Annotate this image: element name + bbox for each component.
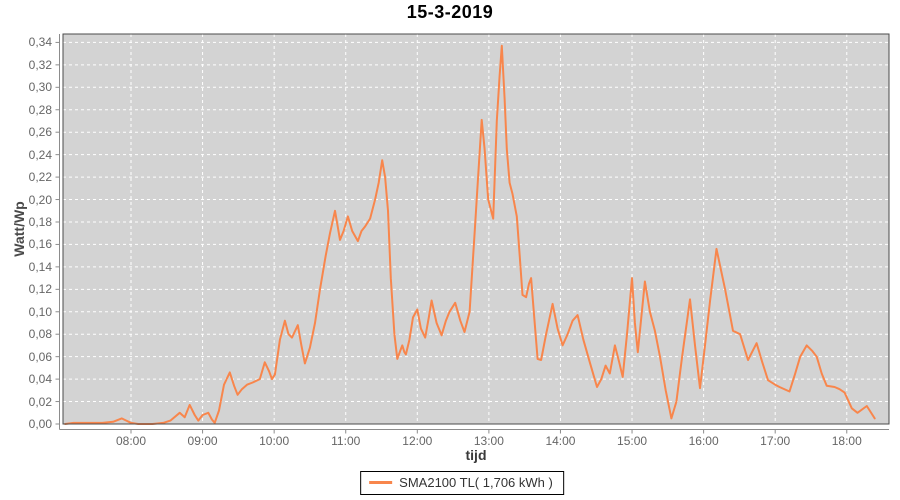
y-tick-label: 0,10 — [28, 304, 52, 319]
x-tick-label: 17:00 — [760, 434, 791, 448]
plot-border — [62, 33, 890, 425]
y-tick-label: 0,00 — [28, 417, 52, 431]
y-tick-label: 0,34 — [28, 35, 52, 50]
x-tick-label: 09:00 — [187, 434, 218, 448]
chart-title: 15-3-2019 — [406, 2, 494, 22]
x-tick-label: 10:00 — [259, 434, 290, 448]
series-line — [64, 44, 876, 425]
legend: SMA2100 TL( 1,706 kWh ) — [360, 471, 564, 495]
y-tick-label: 0,24 — [28, 147, 52, 162]
x-tick-label: 14:00 — [545, 434, 576, 448]
x-tick-label: 11:00 — [331, 434, 361, 448]
y-tick-label: 0,32 — [28, 57, 52, 72]
y-axis-title: Watt/Wp — [11, 201, 27, 257]
x-tick-label: 13:00 — [473, 434, 504, 448]
y-tick-label: 0,20 — [28, 192, 52, 207]
y-tick-label: 0,12 — [28, 282, 52, 297]
y-tick-label: 0,08 — [28, 327, 52, 342]
y-tick-label: 0,28 — [28, 102, 52, 117]
x-tick-label: 15:00 — [617, 434, 648, 448]
y-tick-label: 0,16 — [28, 237, 52, 252]
y-tick-label: 0,06 — [28, 349, 52, 364]
x-axis-title: tijd — [465, 447, 487, 463]
y-tick-label: 0,14 — [28, 259, 52, 274]
x-tick-label: 16:00 — [688, 434, 719, 448]
y-tick-label: 0,18 — [28, 214, 52, 229]
plot-area — [63, 34, 889, 424]
legend-series-label: SMA2100 TL( 1,706 kWh ) — [399, 475, 553, 490]
y-tick-label: 0,02 — [28, 394, 52, 409]
x-tick-label: 12:00 — [402, 434, 433, 448]
y-tick-label: 0,30 — [28, 80, 52, 95]
y-tick-label: 0,26 — [28, 125, 52, 140]
x-tick-label: 18:00 — [831, 434, 862, 448]
y-tick-label: 0,22 — [28, 170, 52, 185]
x-tick-label: 08:00 — [115, 434, 146, 448]
y-tick-label: 0,04 — [28, 372, 52, 387]
legend-line-swatch — [369, 481, 393, 484]
